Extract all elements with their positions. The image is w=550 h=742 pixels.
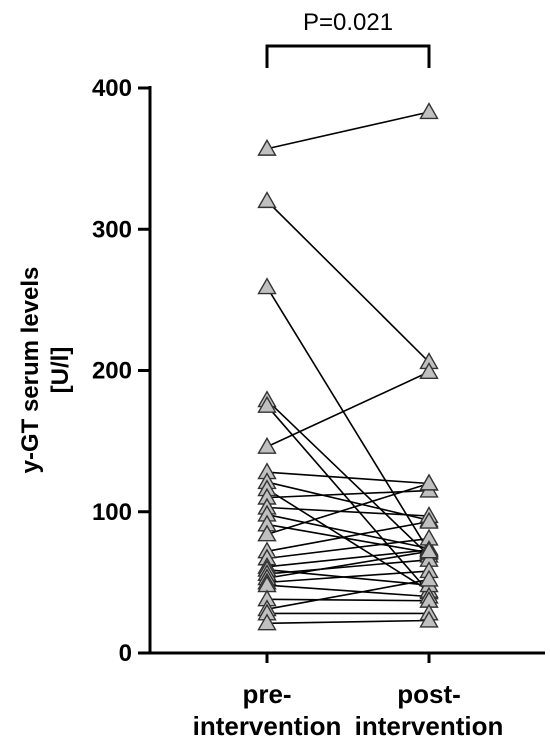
pre-point-25 — [257, 613, 277, 631]
pair-line-16 — [266, 549, 430, 568]
pair-line-2 — [266, 286, 430, 552]
p-value-label: P=0.021 — [303, 9, 393, 36]
pair-lines — [266, 111, 430, 625]
significance-annotation: P=0.021 — [265, 9, 431, 68]
pre-point-4 — [257, 395, 277, 413]
pair-line-15 — [266, 537, 430, 560]
pair-line-22 — [266, 598, 430, 602]
x-category-post-line1: post- — [397, 679, 461, 709]
pair-line-0 — [266, 111, 430, 150]
pair-line-23 — [266, 578, 430, 610]
x-axis: pre- intervention post- intervention — [150, 651, 545, 741]
pair-line-5 — [266, 371, 430, 448]
post-point-5 — [419, 362, 439, 379]
pair-line-13 — [266, 482, 430, 536]
pair-line-10 — [266, 506, 430, 517]
pair-line-14 — [266, 520, 430, 553]
pre-point-1 — [257, 191, 277, 209]
pre-point-5 — [257, 436, 277, 454]
x-category-pre-line2: intervention — [193, 711, 342, 741]
post-point-14 — [419, 511, 439, 529]
pair-line-18 — [266, 558, 430, 575]
post-point-19 — [419, 541, 439, 559]
y-ticks: 0 100 200 300 400 — [92, 75, 150, 667]
y-axis-title: y-GT serum levels [U/l] — [17, 267, 74, 474]
pair-line-11 — [266, 513, 430, 550]
pre-point-13 — [257, 524, 277, 542]
y-tick-label-0: 0 — [119, 640, 132, 667]
pair-line-20 — [266, 570, 430, 584]
post-point-0 — [419, 102, 439, 120]
pair-markers — [257, 102, 439, 631]
x-category-pre-line1: pre- — [242, 679, 291, 709]
y-tick-label-100: 100 — [92, 499, 132, 526]
y-tick-label-300: 300 — [92, 216, 132, 243]
post-point-13 — [419, 473, 439, 491]
pre-point-0 — [257, 138, 277, 156]
post-point-23 — [419, 569, 439, 587]
y-axis: 0 100 200 300 400 — [92, 75, 152, 667]
pair-line-25 — [266, 619, 430, 625]
y-axis-title-line2: [U/l] — [47, 347, 74, 394]
significance-bracket — [265, 44, 431, 68]
pair-line-21 — [266, 584, 430, 598]
y-tick-label-200: 200 — [92, 358, 132, 385]
pair-line-1 — [266, 200, 430, 363]
pair-line-12 — [266, 523, 430, 554]
x-category-post-line2: intervention — [355, 711, 504, 741]
pair-line-4 — [266, 405, 430, 593]
post-point-25 — [419, 610, 439, 628]
pre-point-2 — [257, 277, 277, 295]
pair-line-6 — [266, 471, 430, 485]
pair-line-8 — [266, 488, 430, 592]
y-tick-label-400: 400 — [92, 75, 132, 102]
paired-data — [257, 102, 439, 631]
y-axis-title-line1: y-GT serum levels — [17, 267, 44, 474]
pair-line-19 — [266, 550, 430, 579]
